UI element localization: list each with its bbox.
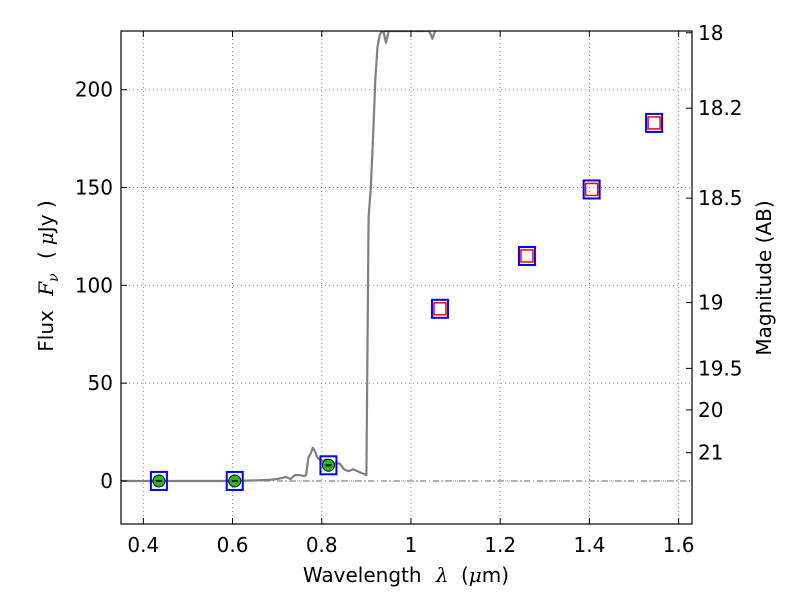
x-axis-unit-rest: m) [482, 563, 509, 587]
y-axis-unit-rest: Jy ) [34, 200, 58, 234]
mag-tick-label: 19 [698, 291, 723, 315]
x-tick-label: 1.2 [484, 533, 516, 557]
upper-limit-point [584, 182, 599, 197]
x-tick-label: 0.6 [217, 533, 249, 557]
model-photometry-point [319, 455, 338, 476]
x-tick-label: 0.8 [306, 533, 338, 557]
plot-frame [120, 30, 693, 525]
x-axis-title-text: Wavelength [303, 563, 422, 587]
upper-limit-point [647, 116, 661, 130]
model-photometry-point [149, 470, 168, 491]
x-axis-unit-mu: μ [469, 563, 482, 587]
tick-layer: 0.4 0.6 0.8 1 1.2 1.4 1.6 0 50 100 150 200 18 18.2 18.… [75, 21, 743, 557]
mag-tick-label: 21 [698, 441, 723, 465]
mag-tick-label: 18 [698, 21, 723, 45]
y-axis-nu-subscript: ν [46, 273, 62, 282]
upper-limit-point [520, 249, 534, 263]
mag-tick-label: 18.2 [698, 96, 743, 120]
y-tick-label: 50 [88, 371, 113, 395]
y-tick-label: 100 [75, 273, 113, 297]
mag-tick-label: 18.5 [698, 186, 743, 210]
y-axis-title-text: Flux [34, 310, 58, 352]
sed-curve [121, 31, 389, 483]
x-axis-unit-open: ( [461, 563, 469, 587]
y-axis-f-symbol: F [34, 281, 58, 297]
y-axis-unit-open: ( [34, 251, 58, 259]
x-axis-title: Wavelength λ (μm) [303, 563, 509, 587]
model-photometry-point [645, 112, 664, 133]
x-tick-label: 1 [405, 533, 418, 557]
mag-tick-label: 20 [698, 398, 723, 422]
upper-limit-point [433, 302, 447, 316]
x-tick-label: 1.4 [573, 533, 605, 557]
model-photometry-point [430, 298, 449, 319]
x-tick-label: 0.4 [127, 533, 159, 557]
model-photometry-point [225, 470, 244, 491]
mag-tick-label: 19.5 [698, 356, 743, 380]
y-axis-title: Flux Fν ( μJy ) [34, 200, 63, 351]
x-tick-label: 1.6 [663, 533, 695, 557]
model-photometry-point [582, 179, 601, 200]
x-axis-lambda: λ [435, 563, 449, 587]
y-tick-label: 150 [75, 176, 113, 200]
series-layer [121, 31, 664, 491]
y-axis-unit-mu: μ [34, 232, 58, 245]
grid-layer [121, 31, 692, 524]
y2-axis-title: Magnitude (AB) [752, 200, 776, 355]
y-tick-label: 0 [100, 469, 113, 493]
model-photometry-point [517, 245, 536, 266]
sed-curve [382, 31, 437, 44]
y-tick-label: 200 [75, 78, 113, 102]
